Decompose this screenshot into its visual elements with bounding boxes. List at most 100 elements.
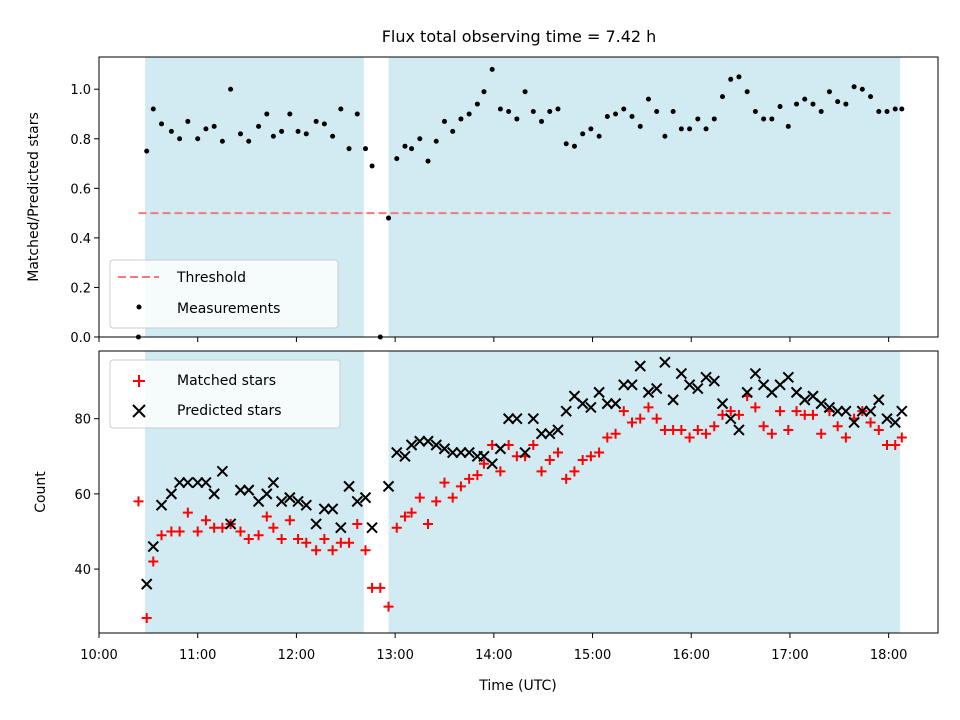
measurements-point	[719, 94, 725, 100]
count-legend-box	[109, 359, 341, 429]
measurements-point	[876, 109, 882, 115]
matched-stars-point	[807, 409, 818, 420]
matched-stars-point	[319, 534, 330, 544]
measurements-point	[555, 106, 561, 112]
measurements-point	[450, 128, 456, 134]
predicted-stars-point	[318, 503, 331, 515]
chart-title: Flux total observing time = 7.42 h	[382, 27, 657, 46]
ratio-shaded-intervals	[145, 57, 901, 337]
predicted-stars-point	[700, 371, 712, 384]
measurements-point	[769, 116, 775, 122]
measurements-point	[835, 99, 841, 105]
measurements-point	[203, 126, 209, 132]
measurements-point	[409, 146, 415, 152]
measurements-point	[279, 128, 285, 134]
x-tick-label: 11:00	[179, 648, 216, 663]
matched-stars-point	[439, 477, 450, 488]
measurements-point	[514, 116, 520, 122]
predicted-legend-swatch	[132, 404, 146, 418]
measurements-point	[695, 116, 701, 122]
measurements-point	[506, 109, 512, 115]
predicted-stars-point	[831, 405, 844, 417]
measurements-point	[703, 126, 709, 132]
matched-stars-point	[182, 507, 193, 518]
predicted-stars-point	[511, 412, 523, 425]
measurements-point	[851, 84, 857, 90]
measurements-point	[818, 109, 824, 115]
x-tick-label: 14:00	[475, 648, 512, 663]
measurements-point	[571, 143, 577, 149]
measurements-point	[313, 118, 319, 124]
matched-stars-point	[775, 406, 786, 417]
matched-stars-point	[635, 413, 646, 424]
matched-stars-point	[783, 424, 794, 435]
predicted-stars-point	[326, 503, 339, 515]
matched-stars-point	[701, 428, 712, 439]
predicted-stars-point	[155, 499, 168, 511]
matched-legend-label: Matched stars	[177, 373, 276, 389]
predicted-stars-point	[182, 476, 194, 489]
predicted-stars-point	[191, 476, 204, 489]
measurements-point	[177, 136, 183, 142]
predicted-stars-point	[234, 484, 247, 496]
threshold-legend-label: Threshold	[176, 270, 246, 286]
measurements-point	[386, 215, 392, 221]
predicted-stars-point	[799, 394, 811, 406]
matched-legend-swatch	[133, 375, 145, 387]
count-axes-frame	[98, 350, 939, 634]
predicted-stars-point	[864, 405, 877, 417]
measurements-point	[168, 128, 174, 134]
matched-stars-point	[651, 413, 662, 424]
predicted-stars-point	[200, 476, 212, 489]
predicted-stars-point	[667, 394, 679, 406]
measurements-point	[547, 109, 553, 115]
count-panel: 40 60 80 10:00 11:00 12:00 13:00 14:00 15:00 16:…	[33, 350, 939, 694]
matched-stars-point	[816, 428, 827, 439]
predicted-stars-point	[634, 360, 646, 372]
measurements-point	[219, 138, 225, 144]
predicted-stars-point	[782, 371, 795, 384]
matched-stars-point	[472, 470, 483, 481]
matched-stars-point	[391, 522, 402, 533]
measurements-point	[810, 101, 816, 107]
matched-stars-point	[261, 511, 272, 522]
ratio-x-ticks	[98, 337, 890, 342]
measurements-point	[761, 116, 767, 122]
predicted-stars-point	[463, 446, 475, 459]
measurements-point	[868, 94, 874, 100]
measurements-point	[539, 118, 545, 124]
matched-stars-point	[383, 601, 394, 612]
measurements-point	[458, 116, 464, 122]
y-tick-label: 60	[74, 488, 91, 503]
predicted-stars-point	[683, 379, 696, 391]
matched-stars-point	[360, 545, 371, 556]
measurements-point	[159, 121, 165, 127]
predicted-stars-point	[502, 412, 515, 425]
predicted-stars-point	[749, 367, 762, 380]
count-y-ticks: 40 60 80	[74, 413, 99, 578]
predicted-stars-point	[438, 443, 451, 455]
predicted-stars-point	[716, 397, 729, 410]
measurements-point	[287, 111, 293, 117]
predicted-stars-point	[896, 405, 908, 417]
matched-stars-point	[594, 447, 605, 458]
measurements-point	[144, 148, 150, 154]
ratio-y-axis-label: Matched/Predicted stars	[26, 112, 42, 282]
measurements-point	[678, 126, 684, 132]
predicted-stars-point	[692, 382, 704, 395]
predicted-stars-point	[242, 484, 255, 496]
predicted-stars-point	[173, 476, 186, 489]
predicted-legend-label: Predicted stars	[177, 403, 282, 419]
measurements-point	[662, 133, 668, 139]
matched-stars-point	[552, 447, 563, 458]
measurements-point	[363, 146, 369, 152]
y-tick-label: 0.6	[70, 182, 91, 197]
predicted-stars-point	[593, 386, 605, 399]
predicted-stars-point	[576, 397, 589, 410]
y-tick-label: 0.2	[70, 281, 91, 296]
x-tick-label: 10:00	[80, 648, 117, 663]
predicted-stars-point	[405, 439, 418, 451]
matched-stars-point	[375, 582, 386, 593]
ratio-legend-box	[109, 259, 339, 329]
shaded-interval-2	[388, 57, 901, 337]
